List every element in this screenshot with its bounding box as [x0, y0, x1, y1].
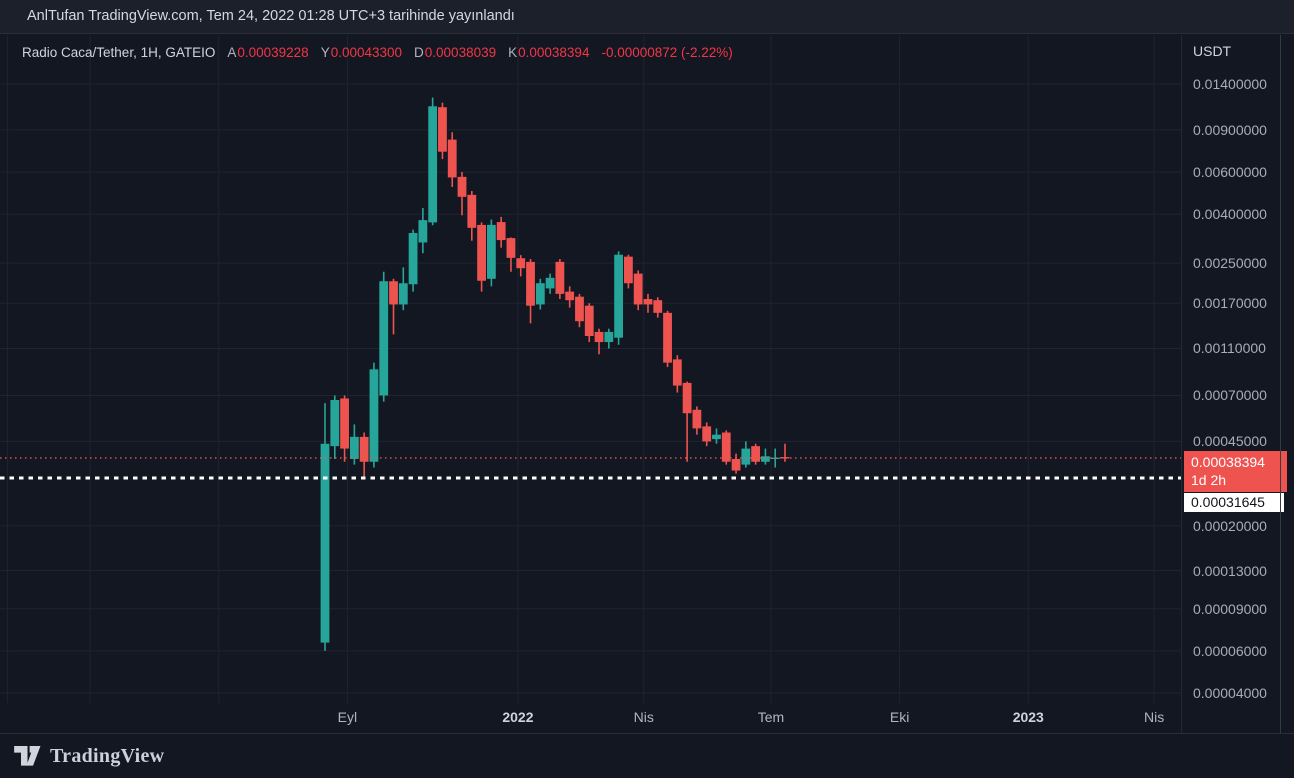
price-tick-label: 0.00110000 [1193, 340, 1266, 357]
quote-open: A 0.00039228 [227, 45, 309, 60]
price-tick-label: 0.00004000 [1193, 685, 1267, 702]
price-tick-label: 0.00020000 [1193, 517, 1267, 534]
symbol-title[interactable]: Radio Caca/Tether, 1H, GATEIO [22, 45, 216, 60]
candle-body [761, 456, 770, 462]
time-tick-label: 2022 [502, 709, 534, 725]
price-axis[interactable]: USDT 0.01400000 0.00900000 0.00600000 0.004… [1182, 35, 1294, 733]
time-tick-label: Tem [757, 709, 785, 725]
candle-body [614, 254, 624, 338]
tradingview-logo-icon[interactable] [14, 745, 41, 767]
candle-body [408, 232, 418, 285]
candle-body [780, 457, 790, 459]
candle-body [545, 277, 555, 289]
candle-body [663, 312, 672, 363]
candle-body [623, 256, 633, 284]
candle-body [575, 296, 584, 322]
candle-body [330, 400, 340, 447]
price-tick-label: 0.00013000 [1193, 562, 1267, 579]
quote-high: Y 0.00043300 [320, 45, 403, 60]
candle-body [721, 432, 731, 462]
candle-body [516, 258, 526, 269]
time-tick-label: Eki [889, 709, 910, 725]
time-axis[interactable]: Eyl 2022 Nis Tem Eki 2023 Nis [0, 703, 1294, 733]
candle-body [751, 446, 761, 462]
price-tick-label: 0.00170000 [1193, 295, 1267, 312]
candle-body [741, 448, 751, 465]
candle-body [418, 220, 428, 243]
candle-body [682, 382, 692, 414]
candle-body [692, 409, 702, 429]
candle-body [506, 238, 516, 258]
candle-body [702, 426, 712, 442]
candle-body [653, 300, 663, 313]
candle-body [526, 261, 535, 306]
alert-price-badge[interactable]: 0.00031645 [1184, 492, 1284, 512]
price-tick-label: 0.00009000 [1193, 600, 1267, 617]
candle-body [594, 331, 604, 343]
top-attribution-bar: AnlTufan TradingView.com, Tem 24, 2022 0… [0, 0, 1294, 34]
candle-body [477, 224, 486, 281]
right-edge-border [1280, 35, 1281, 733]
candle-body [349, 436, 359, 459]
candle-body [731, 458, 741, 471]
candle-body [340, 398, 349, 449]
quote-close: K 0.00038394 [508, 45, 590, 60]
bar-countdown: 1d 2h [1191, 471, 1227, 488]
time-tick-label: Nis [1143, 709, 1165, 725]
candle-body [712, 434, 721, 440]
candle-body [486, 224, 496, 279]
candle-body [398, 283, 408, 305]
time-tick-label: Nis [633, 709, 654, 725]
candle-body [584, 305, 594, 337]
candle-body [467, 194, 477, 228]
price-tick-label: 0.00006000 [1193, 642, 1267, 659]
candle-body [672, 359, 682, 386]
candle-body [633, 273, 643, 305]
price-axis-border [1181, 35, 1182, 733]
candle-body [643, 299, 653, 305]
candle-body [565, 291, 575, 301]
candle-body [379, 281, 389, 396]
candle-body [320, 443, 330, 643]
price-tick-label: 0.00900000 [1193, 121, 1267, 138]
candle-body [555, 261, 565, 294]
time-tick-label: Eyl [337, 709, 358, 725]
price-tick-label: 0.00045000 [1193, 433, 1267, 450]
candle-body [369, 369, 379, 462]
price-tick-label: 0.00070000 [1193, 387, 1267, 404]
candle-body [457, 176, 467, 197]
candle-body [604, 331, 614, 343]
quote-change: -0.00000872 (-2.22%) [601, 45, 733, 60]
candle-body [535, 283, 545, 305]
footer-bar: TradingView [0, 733, 1294, 778]
attribution-text: AnlTufan TradingView.com, Tem 24, 2022 0… [27, 8, 515, 24]
time-tick-label: 2023 [1012, 709, 1044, 725]
last-price-badge: 0.00038394 1d 2h [1184, 450, 1287, 492]
currency-label: USDT [1193, 43, 1232, 59]
candle-body [428, 106, 438, 223]
price-tick-label: 0.00400000 [1193, 206, 1267, 223]
price-tick-label: 0.00250000 [1193, 255, 1267, 272]
last-price-value: 0.00038394 [1191, 453, 1265, 470]
quote-low: D 0.00038039 [414, 45, 497, 60]
candle-body [496, 222, 506, 241]
tradingview-brand[interactable]: TradingView [50, 744, 165, 767]
alert-price-value: 0.00031645 [1191, 493, 1265, 510]
candle-body [389, 281, 398, 305]
price-tick-label: 0.00600000 [1193, 164, 1267, 181]
candle-body [447, 139, 457, 178]
candle-body [359, 436, 369, 462]
symbol-header: Radio Caca/Tether, 1H, GATEIO A 0.000392… [22, 45, 733, 60]
candle-body [438, 107, 447, 152]
price-tick-label: 0.01400000 [1193, 76, 1267, 92]
